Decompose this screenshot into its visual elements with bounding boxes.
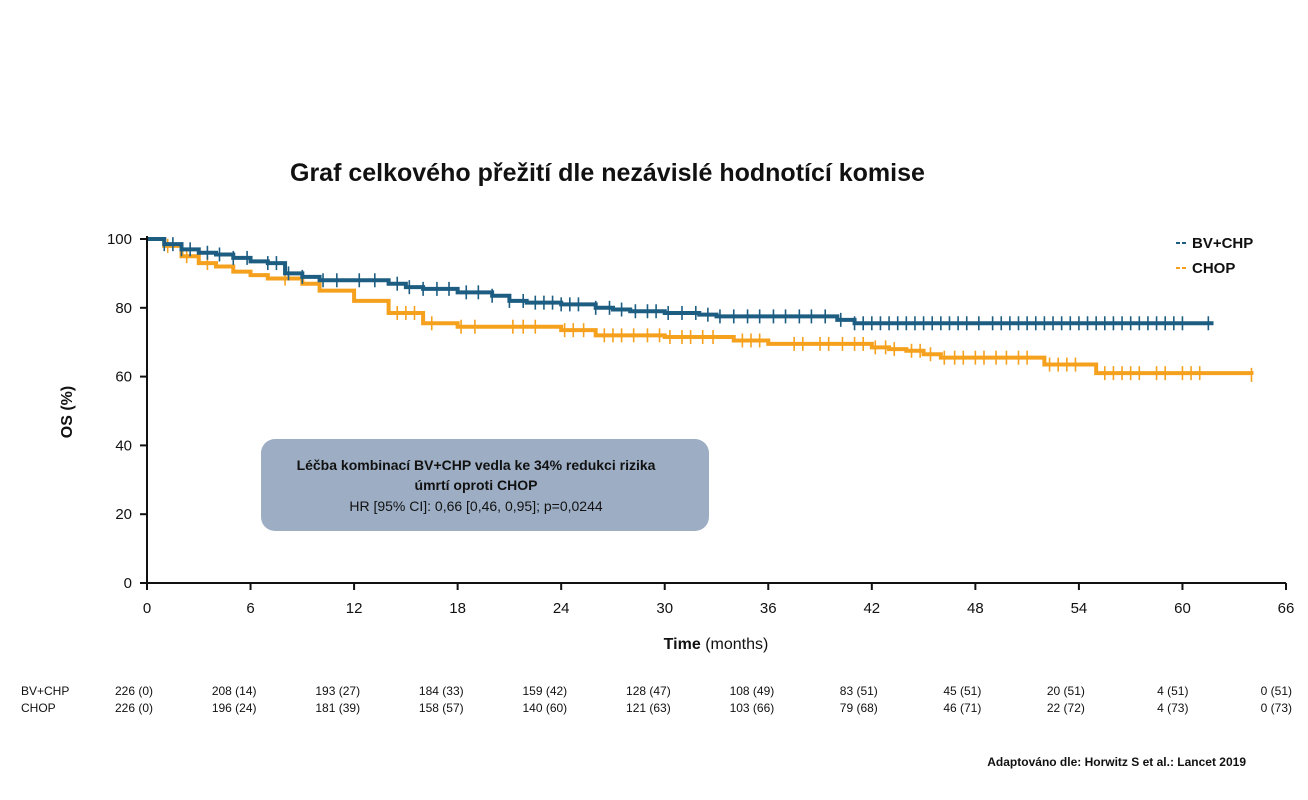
risk-cell-chop-60: 4 (73) — [1157, 701, 1188, 715]
risk-row-label-bv-chp: BV+CHP — [21, 684, 69, 698]
annotation-line-1: Léčba kombinací BV+CHP vedla ke 34% redu… — [297, 457, 656, 473]
x-tick-label-0: 0 — [143, 600, 151, 617]
y-tick-label-40: 40 — [115, 437, 132, 454]
y-tick-label-60: 60 — [115, 369, 132, 386]
x-tick-label-12: 12 — [346, 600, 363, 617]
series-layer — [147, 237, 1254, 382]
x-tick-label-42: 42 — [863, 600, 880, 617]
x-tick-label-60: 60 — [1174, 600, 1191, 617]
y-axis-label: OS (%) — [59, 386, 76, 438]
risk-cell-bv-chp-30: 128 (47) — [626, 684, 671, 698]
risk-cell-bv-chp-0: 226 (0) — [115, 684, 153, 698]
legend-label-bv-chp: BV+CHP — [1192, 235, 1253, 252]
y-tick-label-20: 20 — [115, 506, 132, 523]
risk-cell-chop-18: 158 (57) — [419, 701, 464, 715]
risk-cell-chop-54: 22 (72) — [1047, 701, 1085, 715]
x-tick-label-6: 6 — [246, 600, 254, 617]
legend-label-chop: CHOP — [1192, 260, 1235, 277]
risk-cell-chop-12: 181 (39) — [315, 701, 360, 715]
risk-cell-bv-chp-24: 159 (42) — [522, 684, 567, 698]
annotation-line-3: HR [95% CI]: 0,66 [0,46, 0,95]; p=0,0244 — [349, 498, 603, 514]
x-tick-label-30: 30 — [656, 600, 673, 617]
risk-cell-chop-0: 226 (0) — [115, 701, 153, 715]
risk-cell-bv-chp-60: 4 (51) — [1157, 684, 1188, 698]
risk-cell-bv-chp-12: 193 (27) — [315, 684, 360, 698]
x-tick-label-36: 36 — [760, 600, 777, 617]
risk-table: BV+CHP 226 (0) 208 (14) 193 (27) 184 (33) 159… — [21, 684, 1292, 715]
x-axis-label: Time (months) — [664, 636, 769, 653]
risk-row-label-chop: CHOP — [21, 701, 56, 715]
ticks-layer: 0 6 12 18 24 30 36 42 48 54 60 66 0 20 40 60 80 100 — [107, 231, 1294, 617]
x-axis-label-bold: Time — [664, 636, 701, 653]
risk-cell-bv-chp-66: 0 (51) — [1261, 684, 1292, 698]
risk-cell-chop-36: 103 (66) — [730, 701, 775, 715]
risk-cell-chop-66: 0 (73) — [1261, 701, 1292, 715]
y-tick-label-0: 0 — [124, 575, 132, 592]
x-tick-label-18: 18 — [449, 600, 466, 617]
y-tick-label-100: 100 — [107, 231, 132, 248]
risk-cell-chop-6: 196 (24) — [212, 701, 257, 715]
risk-cell-bv-chp-36: 108 (49) — [730, 684, 775, 698]
x-tick-label-24: 24 — [553, 600, 570, 617]
risk-cell-chop-48: 46 (71) — [943, 701, 981, 715]
annotation-line-2: úmrtí oproti CHOP — [415, 477, 538, 493]
y-tick-label-80: 80 — [115, 300, 132, 317]
annotation-background — [261, 439, 709, 531]
risk-cell-bv-chp-6: 208 (14) — [212, 684, 257, 698]
risk-cell-bv-chp-54: 20 (51) — [1047, 684, 1085, 698]
source-note: Adaptováno dle: Horwitz S et al.: Lancet… — [987, 755, 1246, 769]
x-tick-label-66: 66 — [1278, 600, 1295, 617]
risk-cell-chop-42: 79 (68) — [840, 701, 878, 715]
x-tick-label-48: 48 — [967, 600, 984, 617]
risk-cell-bv-chp-48: 45 (51) — [943, 684, 981, 698]
series-line-bv-chp — [147, 237, 1214, 326]
risk-cell-bv-chp-18: 184 (33) — [419, 684, 464, 698]
risk-cell-bv-chp-42: 83 (51) — [840, 684, 878, 698]
legend: BV+CHP CHOP — [1176, 235, 1253, 277]
x-tick-label-54: 54 — [1071, 600, 1088, 617]
risk-cell-chop-30: 121 (63) — [626, 701, 671, 715]
annotation-box: Léčba kombinací BV+CHP vedla ke 34% redu… — [261, 439, 709, 531]
x-axis-label-unit: (months) — [705, 636, 768, 653]
risk-cell-chop-24: 140 (60) — [522, 701, 567, 715]
chart-title: Graf celkového přežití dle nezávislé hod… — [290, 159, 925, 187]
series-line-chop — [147, 237, 1254, 376]
